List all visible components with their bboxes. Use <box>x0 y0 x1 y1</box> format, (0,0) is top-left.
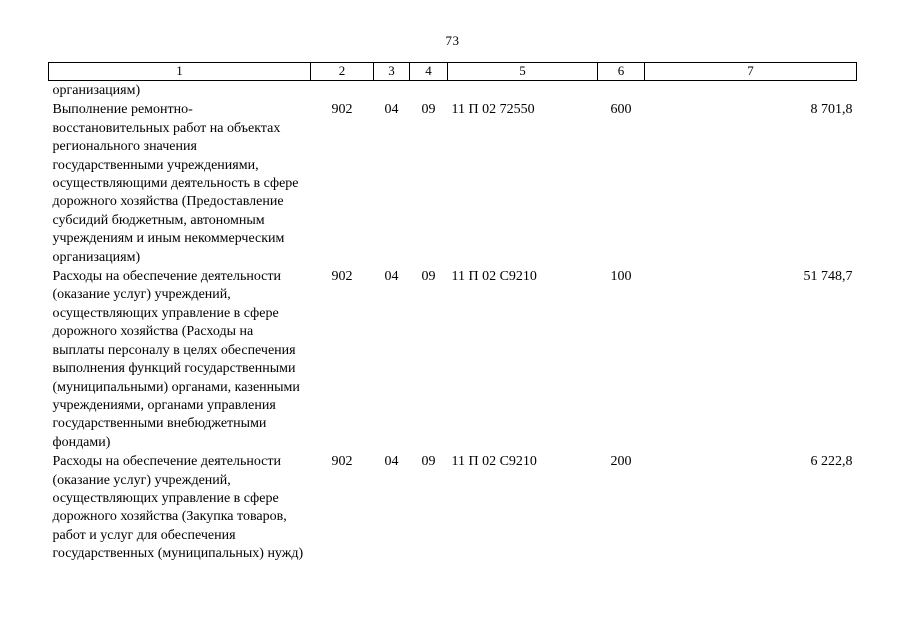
expense-type-cell <box>598 81 645 101</box>
header-col-1: 1 <box>48 62 311 81</box>
target-article-cell: 11 П 02 72550 <box>451 102 535 118</box>
expense-type-cell: 600 <box>610 102 632 118</box>
budget-table: 1 2 3 4 5 6 7 организациям) Выполнение р… <box>48 62 857 564</box>
expense-name-cell: Расходы на обеспечение деятельности (ока… <box>52 269 300 450</box>
table-header-row: 1 2 3 4 5 6 7 <box>48 62 857 81</box>
grbs-code-cell: 902 <box>331 102 353 118</box>
header-col-4: 4 <box>409 62 448 81</box>
target-article-cell <box>448 81 598 101</box>
expense-type-cell: 200 <box>610 454 632 470</box>
subsection-cell: 09 <box>421 454 436 470</box>
table-row: организациям) <box>49 81 857 101</box>
grbs-code-cell: 902 <box>331 454 353 470</box>
grbs-code-cell <box>311 81 374 101</box>
header-col-3: 3 <box>373 62 410 81</box>
section-cell <box>374 81 410 101</box>
table-row: Расходы на обеспечение деятельности (ока… <box>49 452 857 563</box>
target-article-cell: 11 П 02 С9210 <box>451 454 537 470</box>
header-col-7: 7 <box>644 62 857 81</box>
header-col-5: 5 <box>447 62 598 81</box>
page-number: 73 <box>445 33 460 48</box>
section-cell: 04 <box>384 269 399 285</box>
amount-cell: 8 701,8 <box>810 102 853 118</box>
table-row: Расходы на обеспечение деятельности (ока… <box>49 267 857 452</box>
table-row: Выполнение ремонтно-восстановительных ра… <box>49 100 857 267</box>
expense-name-cell: организациям) <box>52 83 141 98</box>
grbs-code-cell: 902 <box>331 269 353 285</box>
expense-name-cell: Выполнение ремонтно-восстановительных ра… <box>52 102 299 265</box>
target-article-cell: 11 П 02 С9210 <box>451 269 537 285</box>
subsection-cell: 09 <box>421 269 436 285</box>
expense-type-cell: 100 <box>610 269 632 285</box>
header-col-6: 6 <box>597 62 645 81</box>
section-cell: 04 <box>384 102 399 118</box>
expense-name-cell: Расходы на обеспечение деятельности (ока… <box>52 454 304 562</box>
section-cell: 04 <box>384 454 399 470</box>
subsection-cell <box>410 81 448 101</box>
header-col-2: 2 <box>310 62 374 81</box>
amount-cell <box>645 81 857 101</box>
subsection-cell: 09 <box>421 102 436 118</box>
amount-cell: 51 748,7 <box>803 269 853 285</box>
amount-cell: 6 222,8 <box>810 454 853 470</box>
